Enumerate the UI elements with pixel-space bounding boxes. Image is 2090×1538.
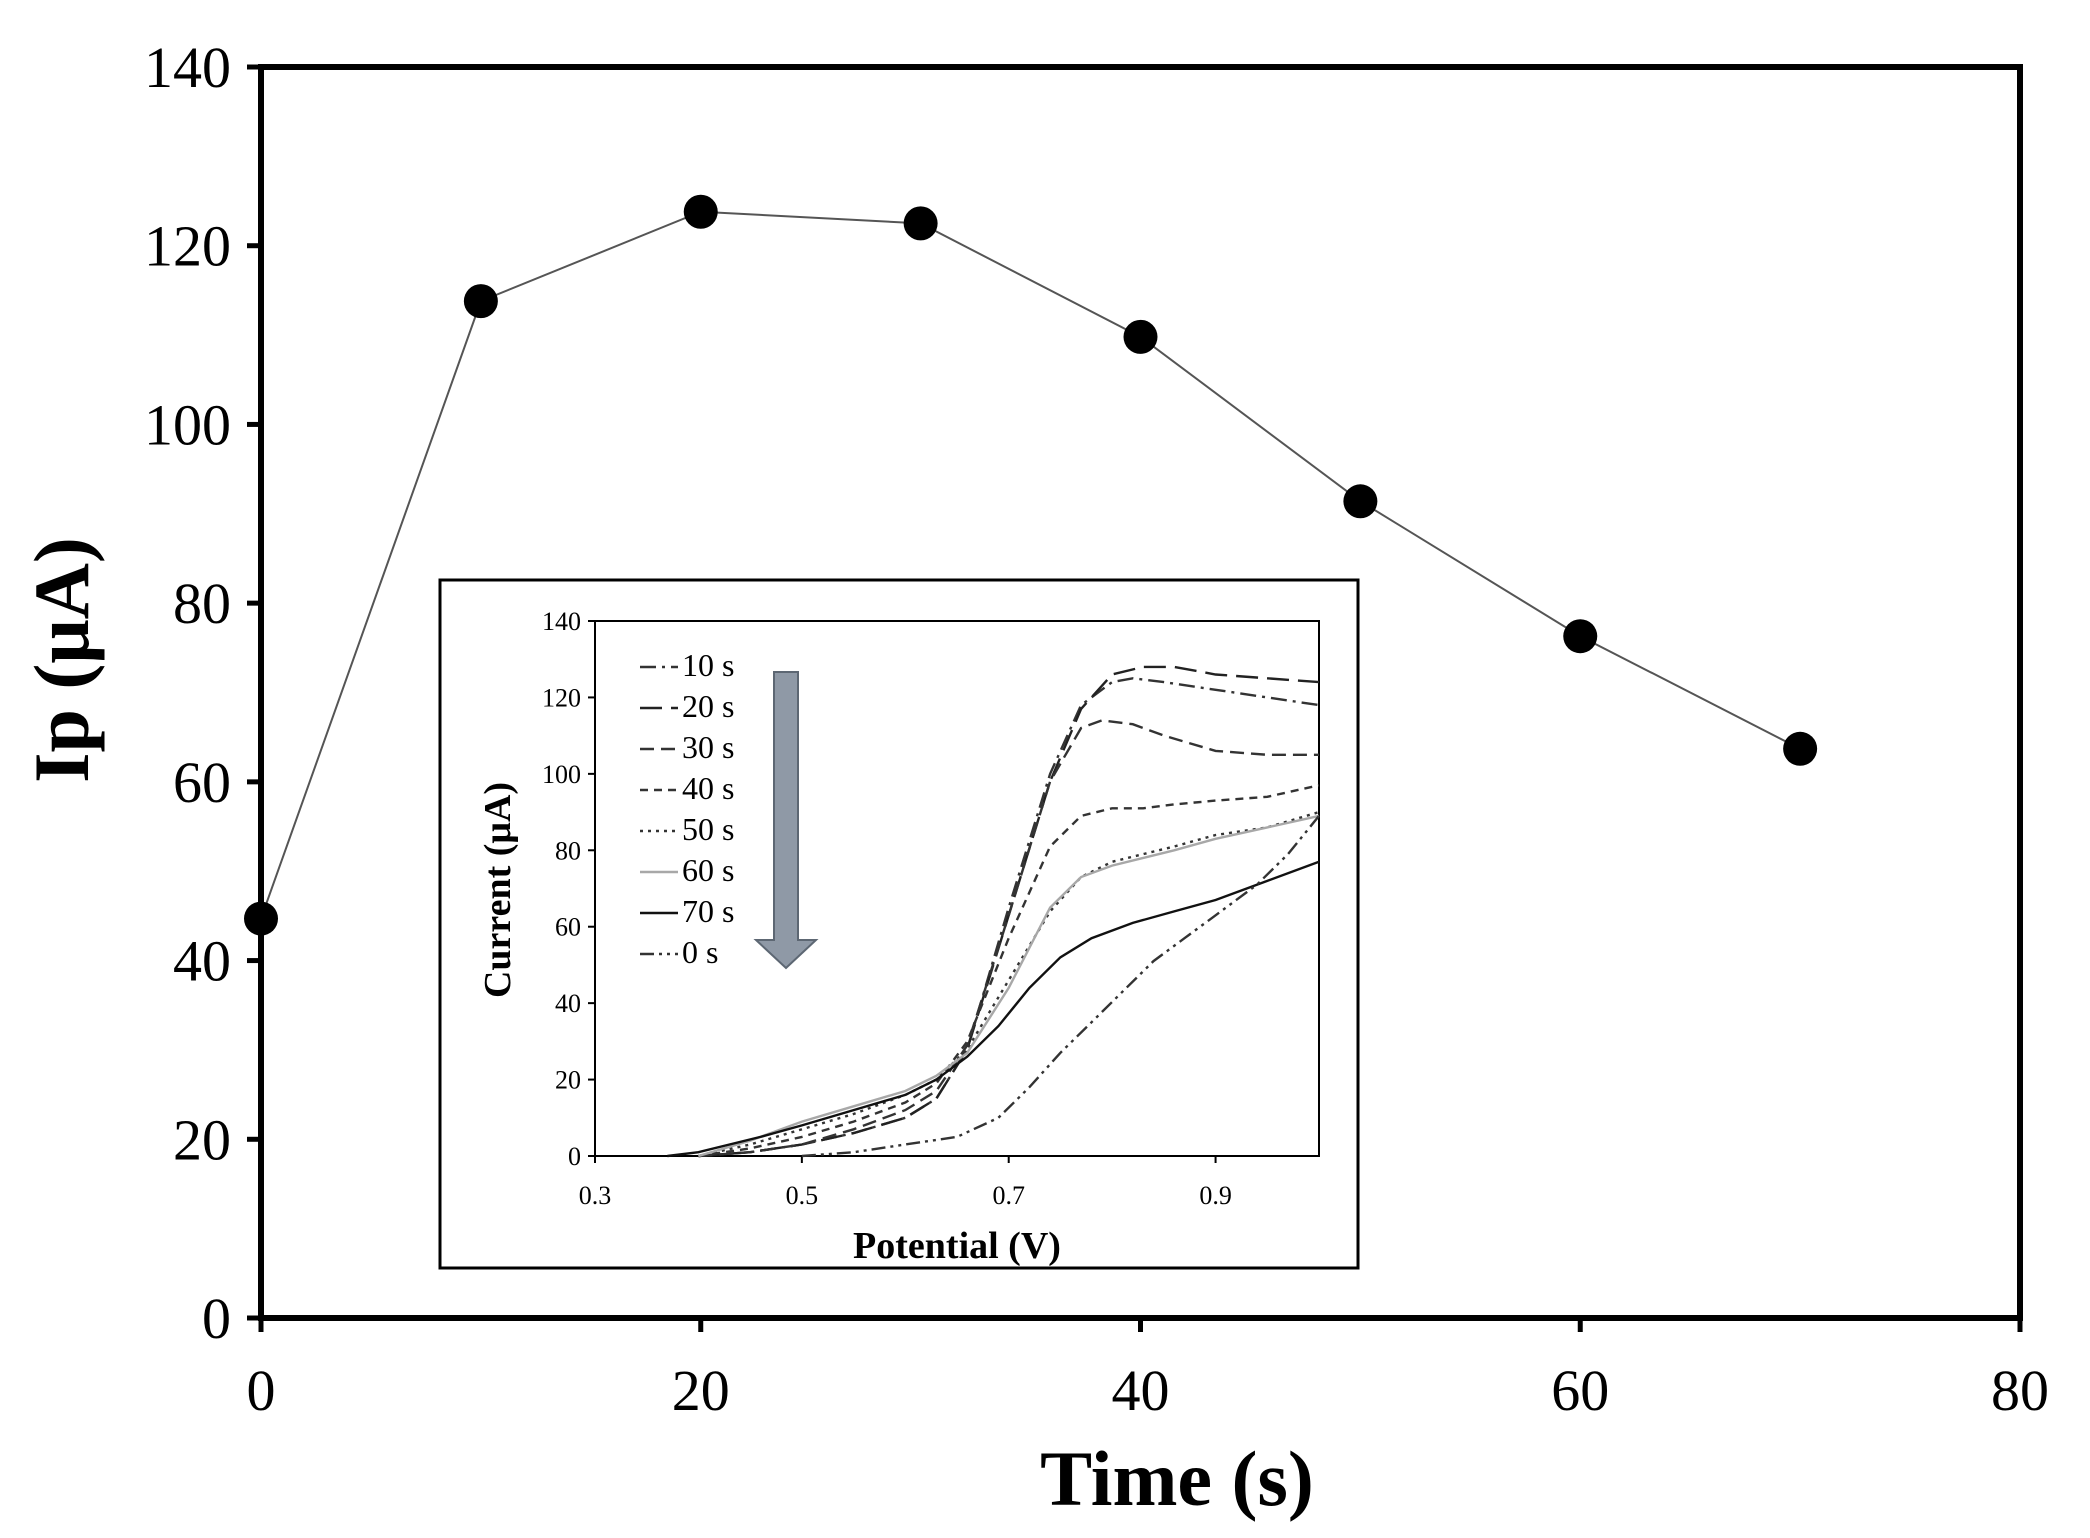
main-y-tick-label: 120 bbox=[144, 214, 231, 279]
down-arrow-icon bbox=[753, 671, 819, 970]
inset-series-line bbox=[698, 814, 1320, 1158]
main-data-point bbox=[1343, 484, 1378, 519]
main-data-point bbox=[1783, 731, 1818, 766]
inset-y-tick-label: 100 bbox=[542, 760, 581, 789]
main-y-tick-label: 20 bbox=[173, 1107, 231, 1172]
inset-y-tick-label: 60 bbox=[555, 913, 581, 942]
main-x-tick-label: 0 bbox=[247, 1358, 276, 1423]
inset-legend: 10 s 20 s 30 s 40 s 50 s 60 s 70 s 0 s bbox=[640, 647, 734, 970]
inset-series-line bbox=[667, 860, 1320, 1158]
main-data-point bbox=[244, 901, 278, 936]
inset-series-line bbox=[801, 815, 1320, 1158]
inset-box bbox=[438, 578, 1360, 1270]
main-chart: 0 20 40 60 80 100 120 140 0 20 40 60 80 Time (s) Ip… bbox=[18, 35, 2049, 1522]
main-data-point bbox=[1123, 319, 1158, 354]
legend-label: 20 s bbox=[682, 688, 734, 724]
inset-y-ticks: 0 20 40 60 80 100 120 140 bbox=[542, 607, 595, 1171]
main-y-tick-label: 0 bbox=[202, 1286, 231, 1351]
legend-label: 10 s bbox=[682, 647, 734, 683]
main-y-tick-label: 60 bbox=[173, 750, 231, 815]
inset-y-axis-label: Current (μA) bbox=[477, 782, 519, 998]
main-y-ticks: 0 20 40 60 80 100 120 140 bbox=[144, 35, 261, 1351]
main-x-ticks: 0 20 40 60 80 bbox=[247, 1318, 2049, 1423]
inset-x-ticks: 0.3 0.5 0.7 0.9 bbox=[579, 1156, 1232, 1210]
inset-series-lines bbox=[667, 665, 1320, 1158]
main-x-axis-label: Time (s) bbox=[1040, 1435, 1314, 1522]
main-x-tick-label: 80 bbox=[1991, 1358, 2049, 1423]
main-x-tick-label: 60 bbox=[1551, 1358, 1609, 1423]
main-x-tick-label: 20 bbox=[672, 1358, 730, 1423]
inset-x-axis-label: Potential (V) bbox=[853, 1225, 1061, 1267]
inset-y-tick-label: 20 bbox=[555, 1066, 581, 1095]
main-x-tick-label: 40 bbox=[1112, 1358, 1170, 1423]
inset-x-tick-label: 0.5 bbox=[786, 1181, 819, 1210]
main-data-point bbox=[1563, 619, 1598, 654]
legend-label: 60 s bbox=[682, 852, 734, 888]
inset-x-tick-label: 0.9 bbox=[1199, 1181, 1232, 1210]
legend-label: 40 s bbox=[682, 770, 734, 806]
inset-y-tick-label: 0 bbox=[568, 1142, 581, 1171]
inset-series-line bbox=[698, 719, 1319, 1158]
legend-label: 30 s bbox=[682, 729, 734, 765]
inset-series-line bbox=[698, 784, 1320, 1158]
main-y-tick-label: 100 bbox=[144, 392, 231, 457]
legend-label: 0 s bbox=[682, 934, 718, 970]
inset-plot-frame bbox=[594, 620, 1320, 1157]
legend-label: 50 s bbox=[682, 811, 734, 847]
inset-x-tick-label: 0.7 bbox=[992, 1181, 1025, 1210]
main-data-point bbox=[903, 206, 938, 241]
inset-y-tick-label: 80 bbox=[555, 836, 581, 865]
main-y-tick-label: 140 bbox=[144, 35, 231, 100]
inset-y-tick-label: 120 bbox=[542, 683, 581, 712]
main-y-axis-label: Ip (μA) bbox=[18, 537, 105, 783]
main-y-tick-label: 40 bbox=[173, 929, 231, 994]
inset-chart: 0 20 40 60 80 100 120 140 0.3 0.5 0.7 0.9 10 s 20 s… bbox=[438, 578, 1360, 1270]
main-data-point bbox=[463, 284, 498, 319]
legend-label: 70 s bbox=[682, 893, 734, 929]
main-y-tick-label: 80 bbox=[173, 571, 231, 636]
inset-y-tick-label: 140 bbox=[542, 607, 581, 636]
main-series-line bbox=[260, 210, 1801, 919]
trend-arrow bbox=[753, 671, 819, 970]
main-data-point bbox=[683, 194, 718, 229]
inset-y-tick-label: 40 bbox=[555, 989, 581, 1018]
inset-x-tick-label: 0.3 bbox=[579, 1181, 612, 1210]
main-series-markers bbox=[244, 194, 1818, 936]
